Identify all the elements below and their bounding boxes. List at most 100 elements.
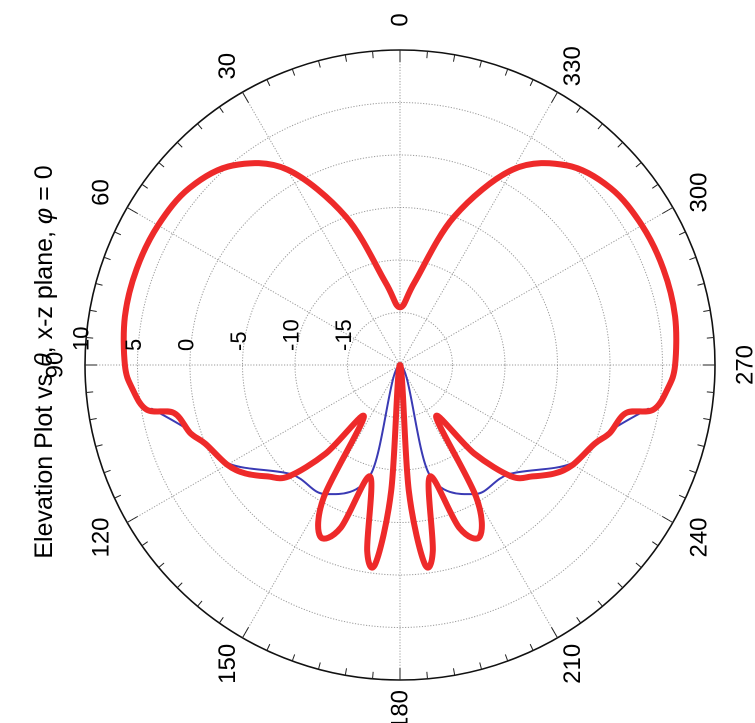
perimeter-tick xyxy=(95,444,103,448)
perimeter-tick xyxy=(678,231,686,236)
perimeter-tick xyxy=(158,162,165,168)
angle-tick-label: 180 xyxy=(387,690,414,723)
perimeter-tick xyxy=(242,91,249,103)
perimeter-tick xyxy=(529,643,534,651)
radial-tick-label: -5 xyxy=(226,331,251,351)
perimeter-tick xyxy=(426,51,428,59)
perimeter-tick xyxy=(141,541,148,547)
angle-tick-label: 300 xyxy=(685,172,712,212)
perimeter-tick xyxy=(126,516,138,523)
angle-spoke xyxy=(126,207,401,366)
perimeter-tick xyxy=(576,106,582,113)
perimeter-tick xyxy=(703,309,711,313)
perimeter-tick xyxy=(635,162,642,168)
chart-title: Elevation Plot vs θ, x-z plane, φ = 0 xyxy=(30,165,58,558)
perimeter-tick xyxy=(452,668,456,676)
angle-spoke xyxy=(399,364,674,523)
angle-spoke xyxy=(126,364,401,523)
perimeter-tick xyxy=(576,617,582,624)
perimeter-tick xyxy=(372,671,374,679)
perimeter-tick xyxy=(703,417,711,421)
perimeter-tick xyxy=(114,231,122,236)
angle-tick-label: 0 xyxy=(387,13,414,26)
angle-tick-label: 150 xyxy=(214,644,241,684)
perimeter-tick xyxy=(635,562,642,568)
angle-spoke xyxy=(399,207,674,366)
perimeter-tick xyxy=(662,207,674,214)
perimeter-tick xyxy=(617,141,624,148)
perimeter-tick xyxy=(126,207,138,214)
perimeter-tick xyxy=(141,183,148,189)
perimeter-tick xyxy=(242,627,249,639)
perimeter-tick xyxy=(597,123,603,130)
perimeter-tick xyxy=(504,654,509,662)
radial-grid-circle xyxy=(137,102,663,628)
angle-tick-label: 210 xyxy=(559,644,586,684)
perimeter-tick xyxy=(652,183,659,189)
perimeter-tick xyxy=(176,141,183,148)
perimeter-tick xyxy=(344,668,348,676)
perimeter-tick xyxy=(317,60,321,68)
perimeter-tick xyxy=(266,79,271,87)
perimeter-tick xyxy=(426,671,428,679)
angle-tick-label: 240 xyxy=(685,517,712,557)
radial-tick-label: -15 xyxy=(331,319,356,351)
angle-tick-label: 30 xyxy=(214,53,241,80)
axis-labels: 0 30 60 90 120 150 180 210 240 270 300 330 -15 -10 -5 0… xyxy=(42,13,755,723)
perimeter-tick xyxy=(218,106,224,113)
perimeter-tick xyxy=(114,494,122,499)
perimeter-tick xyxy=(452,54,456,62)
perimeter-tick xyxy=(317,662,321,670)
perimeter-tick xyxy=(652,541,659,547)
perimeter-tick xyxy=(103,469,111,474)
angle-tick-label: 120 xyxy=(88,517,115,557)
angle-tick-label: 90 xyxy=(42,352,69,379)
radial-tick-label: 5 xyxy=(121,339,146,351)
perimeter-tick xyxy=(597,600,603,607)
perimeter-tick xyxy=(689,469,697,474)
perimeter-tick xyxy=(479,60,483,68)
angle-spoke xyxy=(399,91,558,366)
perimeter-tick xyxy=(176,582,183,589)
perimeter-tick xyxy=(697,444,705,448)
perimeter-tick xyxy=(218,617,224,624)
perimeter-tick xyxy=(697,282,705,286)
series-line-red xyxy=(120,160,680,571)
perimeter-tick xyxy=(551,91,558,103)
perimeter-tick xyxy=(95,282,103,286)
perimeter-tick xyxy=(197,123,203,130)
perimeter-tick xyxy=(617,582,624,589)
angle-tick-label: 330 xyxy=(559,46,586,86)
perimeter-tick xyxy=(689,256,697,261)
radial-tick-label: -10 xyxy=(279,319,304,351)
perimeter-tick xyxy=(479,662,483,670)
perimeter-tick xyxy=(372,51,374,59)
perimeter-tick xyxy=(662,516,674,523)
radial-tick-label: 0 xyxy=(174,339,199,351)
radial-grid-circle xyxy=(347,312,453,418)
radial-grid-circle xyxy=(294,259,506,471)
perimeter-tick xyxy=(344,54,348,62)
perimeter-tick xyxy=(678,494,686,499)
perimeter-tick xyxy=(504,68,509,76)
angle-spoke xyxy=(242,91,401,366)
perimeter-tick xyxy=(291,68,296,76)
perimeter-tick xyxy=(266,643,271,651)
radial-tick-label: 10 xyxy=(69,327,94,351)
angle-tick-label: 270 xyxy=(732,345,755,385)
angle-tick-label: 60 xyxy=(88,179,115,206)
perimeter-tick xyxy=(706,337,714,339)
perimeter-tick xyxy=(89,309,97,313)
perimeter-tick xyxy=(86,391,94,393)
perimeter-tick xyxy=(529,79,534,87)
data-series xyxy=(120,160,680,571)
perimeter-tick xyxy=(197,600,203,607)
perimeter-tick xyxy=(706,391,714,393)
perimeter-tick xyxy=(103,256,111,261)
perimeter-tick xyxy=(158,562,165,568)
perimeter-tick xyxy=(291,654,296,662)
perimeter-tick xyxy=(89,417,97,421)
perimeter-tick xyxy=(86,337,94,339)
perimeter-tick xyxy=(551,627,558,639)
